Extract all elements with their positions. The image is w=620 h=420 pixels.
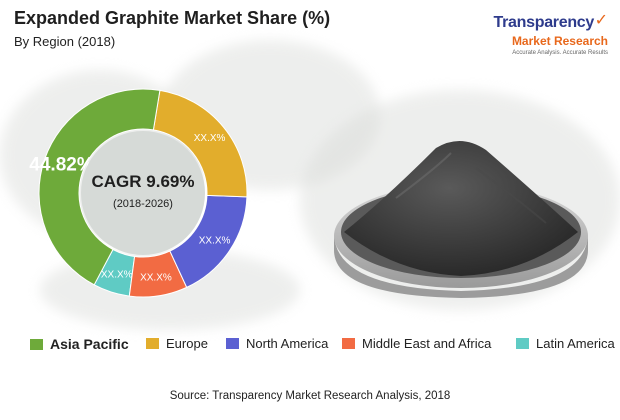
- legend-swatch: [146, 338, 159, 349]
- logo-sub-text: Market Research: [511, 34, 608, 48]
- legend-label: Europe: [166, 336, 208, 351]
- slice-label-north-america: XX.X%: [199, 235, 231, 246]
- donut-chart: XX.X% XX.X% XX.X% XX.X% 44.82%CAGR 9.69% (201…: [29, 88, 247, 297]
- legend-label: Middle East and Africa: [362, 336, 492, 351]
- legend-item-north-america: North America: [226, 336, 328, 351]
- chart-subtitle: By Region (2018): [14, 34, 116, 49]
- legend-label: Latin America: [536, 336, 615, 351]
- slice-label-asia-pacific: 44.82%: [29, 154, 94, 175]
- company-logo: ✓ Transparency Market Research Accurate …: [468, 10, 608, 58]
- legend-swatch: [226, 338, 239, 349]
- graphite-powder-image: [334, 140, 588, 298]
- legend-swatch: [342, 338, 355, 349]
- logo-tagline: Accurate Analysis. Accurate Results: [512, 50, 608, 56]
- slice-label-europe: XX.X%: [194, 133, 226, 144]
- logo-main-text: Transparency: [493, 14, 595, 31]
- legend-label: Asia Pacific: [50, 336, 129, 352]
- legend-item-europe: Europe: [146, 336, 208, 351]
- slice-asia-pacific: [38, 88, 161, 286]
- cagr-period: (2018-2026): [113, 198, 173, 210]
- donut-center: [81, 131, 205, 255]
- legend-item-middle-east-africa: Middle East and Africa: [342, 336, 491, 351]
- chart-title: Expanded Graphite Market Share (%): [14, 8, 331, 28]
- legend-swatch: [30, 338, 43, 350]
- slice-label-latin-america: XX.X%: [101, 270, 133, 281]
- slice-label-middle-east-and-africa: XX.X%: [140, 273, 172, 284]
- legend-label: North America: [246, 336, 329, 351]
- chart-legend: Asia Pacific Europe North America Middle…: [30, 336, 615, 358]
- legend-item-latin-america: Latin America: [516, 336, 615, 351]
- cagr-label: CAGR 9.69%: [92, 172, 195, 191]
- legend-swatch: [516, 338, 529, 349]
- legend-item-asia-pacific: Asia Pacific: [30, 336, 129, 352]
- checkmark-icon: ✓: [594, 12, 608, 29]
- source-note: Source: Transparency Market Research Ana…: [169, 390, 451, 402]
